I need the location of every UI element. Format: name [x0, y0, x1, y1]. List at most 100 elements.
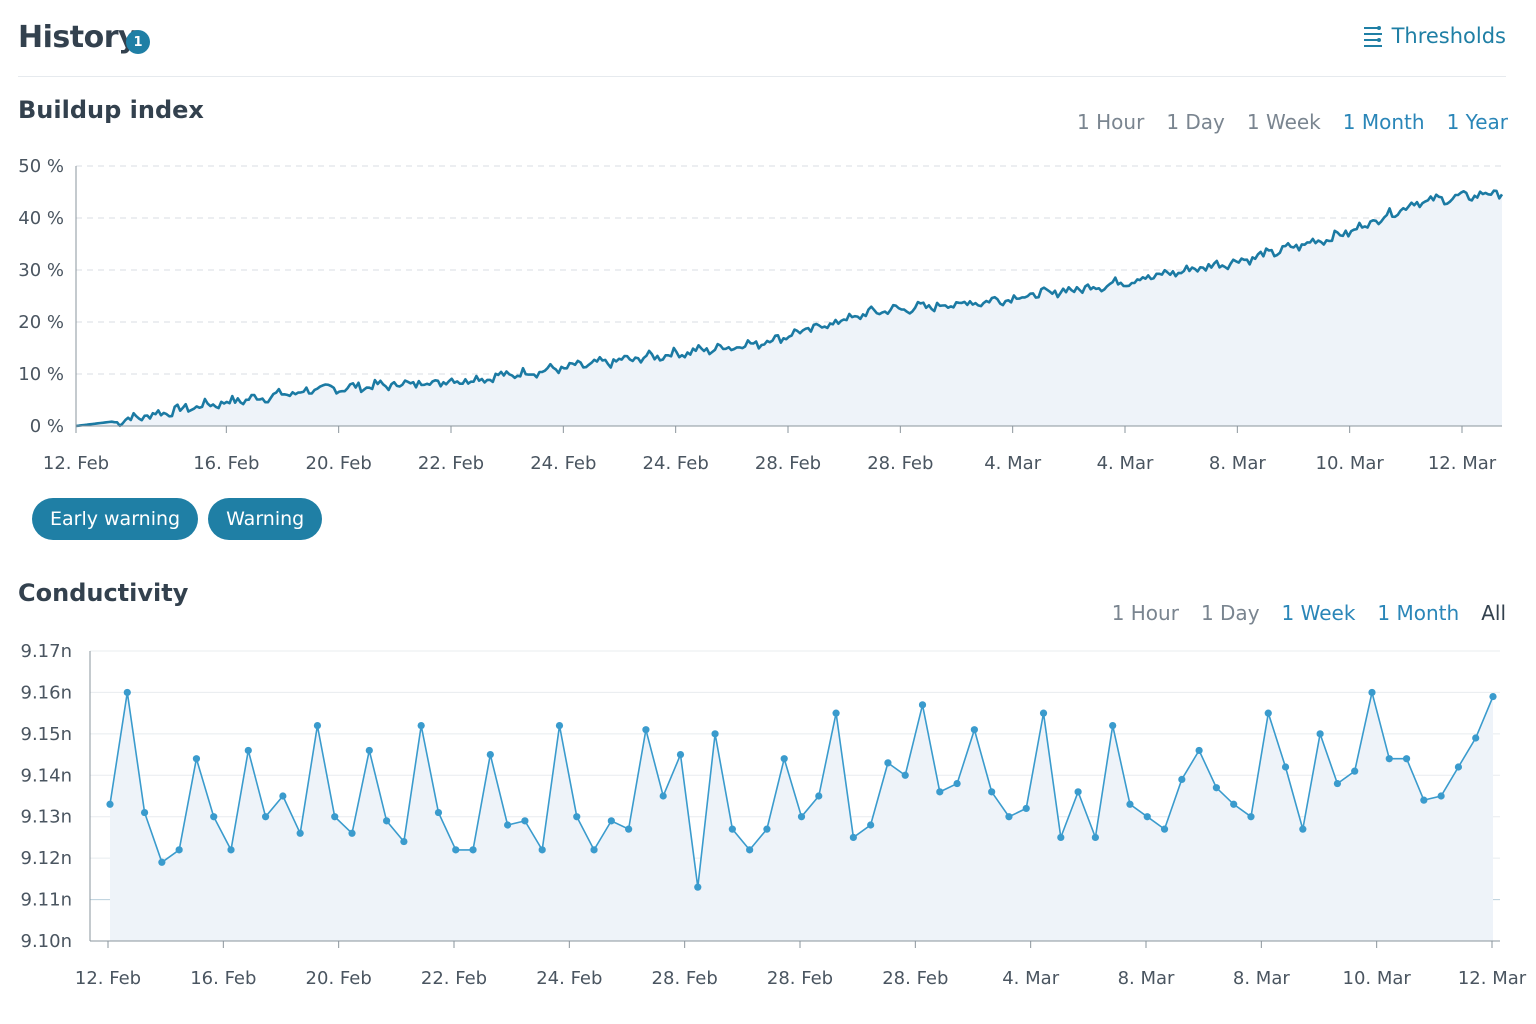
conductivity-data-point — [296, 829, 304, 837]
buildup-chart: 0 % 10 % 20 % 30 % 40 % 50 % 12. Feb 16. Feb 20.… — [18, 156, 1504, 474]
conductivity-data-point — [1264, 709, 1272, 717]
conductivity-data-point — [1454, 763, 1463, 771]
conductivity-data-point — [918, 701, 927, 709]
conductivity-data-point — [1437, 792, 1445, 800]
conductivity-y-tick-label: 9.10n — [21, 931, 73, 952]
conductivity-range-1-week[interactable]: 1 Week — [1281, 601, 1356, 625]
conductivity-title: Conductivity — [18, 579, 189, 607]
conductivity-data-point — [400, 837, 408, 846]
conductivity-data-point — [210, 813, 218, 821]
buildup-range-1-week[interactable]: 1 Week — [1246, 110, 1321, 134]
buildup-x-tick-label: 10. Mar — [1316, 453, 1385, 474]
conductivity-range-selector: 1 Hour 1 Day 1 Week 1 Month All — [1112, 601, 1506, 625]
buildup-x-tick-label: 4. Mar — [1097, 453, 1154, 474]
conductivity-data-point — [1281, 763, 1290, 771]
conductivity-data-point — [573, 813, 581, 821]
conductivity-x-tick-label: 24. Feb — [536, 968, 602, 989]
conductivity-data-point — [1195, 746, 1203, 755]
conductivity-data-point — [1074, 788, 1082, 796]
conductivity-data-point — [244, 746, 252, 755]
conductivity-data-point — [1351, 767, 1359, 775]
conductivity-data-point — [1420, 796, 1428, 804]
conductivity-range-1-day[interactable]: 1 Day — [1200, 601, 1260, 625]
buildup-range-1-day[interactable]: 1 Day — [1166, 110, 1225, 134]
buildup-series-line — [75, 189, 1504, 428]
conductivity-data-point — [1005, 813, 1013, 821]
conductivity-data-point — [676, 750, 685, 759]
conductivity-data-point — [970, 726, 978, 734]
conductivity-data-point — [348, 829, 356, 837]
conductivity-x-tick-label: 10. Mar — [1343, 968, 1412, 989]
conductivity-x-tick-label: 20. Feb — [306, 968, 372, 989]
conductivity-data-point — [1402, 755, 1411, 763]
warning-pill[interactable]: Warning — [208, 498, 323, 540]
conductivity-x-tick-label: 28. Feb — [652, 968, 718, 989]
conductivity-series-line — [109, 692, 1494, 888]
conductivity-data-point — [469, 846, 477, 854]
buildup-y-tick-label: 0 % — [30, 416, 64, 437]
conductivity-range-1-hour[interactable]: 1 Hour — [1111, 601, 1179, 625]
conductivity-range-all[interactable]: All — [1481, 601, 1506, 625]
conductivity-data-point — [538, 846, 546, 854]
conductivity-data-point — [1091, 833, 1099, 842]
conductivity-data-point — [1039, 709, 1048, 717]
conductivity-data-point — [1143, 813, 1151, 821]
buildup-x-tick-label: 22. Feb — [418, 453, 484, 474]
conductivity-data-point — [1178, 775, 1186, 784]
conductivity-y-tick-label: 9.16n — [21, 682, 73, 703]
buildup-x-tick-label: 20. Feb — [306, 453, 372, 474]
conductivity-x-tick-label: 28. Feb — [882, 968, 948, 989]
buildup-range-1-year[interactable]: 1 Year — [1446, 110, 1508, 134]
buildup-x-tick-label: 4. Mar — [984, 453, 1041, 474]
conductivity-data-point — [1333, 779, 1342, 788]
conductivity-data-point — [158, 858, 166, 866]
early-warning-pill[interactable]: Early warning — [32, 498, 199, 540]
thresholds-button[interactable]: Thresholds — [1362, 24, 1506, 48]
buildup-y-tick-label: 50 % — [18, 156, 64, 177]
conductivity-y-tick-label: 9.15n — [21, 724, 73, 745]
conductivity-data-point — [590, 846, 598, 854]
conductivity-data-point — [763, 825, 771, 833]
conductivity-data-point — [849, 833, 857, 842]
conductivity-data-point — [867, 821, 875, 829]
conductivity-data-point — [1160, 825, 1169, 833]
conductivity-data-point — [192, 755, 201, 763]
buildup-range-1-hour[interactable]: 1 Hour — [1077, 110, 1145, 134]
conductivity-data-point — [711, 730, 719, 738]
conductivity-x-tick-label: 4. Mar — [1002, 968, 1059, 989]
conductivity-data-point — [486, 750, 494, 759]
threshold-legend: Early warning Warning — [32, 498, 323, 540]
page-title: History — [18, 20, 138, 55]
conductivity-data-point — [504, 821, 512, 829]
conductivity-data-point — [1109, 721, 1117, 730]
conductivity-data-point — [988, 788, 996, 796]
conductivity-x-tick-label: 22. Feb — [421, 968, 487, 989]
conductivity-data-point — [901, 771, 909, 779]
conductivity-range-1-month[interactable]: 1 Month — [1377, 601, 1460, 625]
conductivity-data-point — [642, 726, 650, 734]
conductivity-data-point — [607, 817, 615, 825]
conductivity-x-tick-label: 12. Feb — [75, 968, 141, 989]
conductivity-y-tick-label: 9.17n — [21, 641, 73, 662]
conductivity-data-point — [106, 800, 114, 808]
conductivity-y-tick-label: 9.12n — [21, 848, 73, 869]
conductivity-data-point — [452, 846, 460, 854]
buildup-range-selector: 1 Hour 1 Day 1 Week 1 Month 1 Year — [1077, 110, 1508, 134]
buildup-area — [76, 190, 1502, 426]
conductivity-data-point — [417, 721, 425, 730]
conductivity-data-point — [1472, 734, 1480, 742]
conductivity-data-point — [140, 808, 149, 817]
conductivity-data-point — [1230, 800, 1238, 808]
conductivity-data-point — [815, 792, 823, 800]
buildup-range-1-month[interactable]: 1 Month — [1342, 110, 1425, 134]
buildup-x-tick-label: 28. Feb — [755, 453, 821, 474]
buildup-x-tick-label: 24. Feb — [530, 453, 596, 474]
buildup-x-tick-label: 24. Feb — [643, 453, 709, 474]
conductivity-data-point — [261, 813, 270, 821]
buildup-x-tick-label: 28. Feb — [867, 453, 933, 474]
conductivity-data-point — [953, 779, 961, 788]
conductivity-data-point — [884, 759, 892, 767]
conductivity-data-point — [227, 846, 235, 854]
conductivity-data-point — [123, 688, 131, 697]
buildup-y-tick-label: 10 % — [18, 364, 64, 385]
